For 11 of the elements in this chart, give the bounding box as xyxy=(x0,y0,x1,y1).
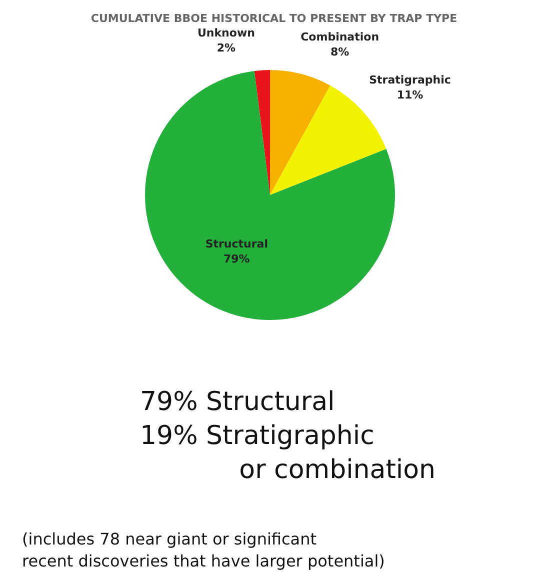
data-label: 79% xyxy=(223,252,250,266)
slice-label: Combination xyxy=(300,30,380,44)
text: (includes 78 near giant or significant recent discoveries that have larger potential) xyxy=(22,530,385,570)
chart-title: CUMULATIVE BBOE HISTORICAL TO PRESENT BY TRAP TYPE xyxy=(90,12,458,25)
slice-label: Structural xyxy=(205,237,268,250)
slice-label: Unknown xyxy=(197,26,255,40)
data-label: 2% xyxy=(216,41,236,54)
slice-label: Stratigraphic xyxy=(369,73,451,86)
text: 79% Structural 19% Stratigraphic or combination xyxy=(140,387,436,485)
data-label: 11% xyxy=(396,88,424,102)
data-label: 8% xyxy=(330,45,350,58)
